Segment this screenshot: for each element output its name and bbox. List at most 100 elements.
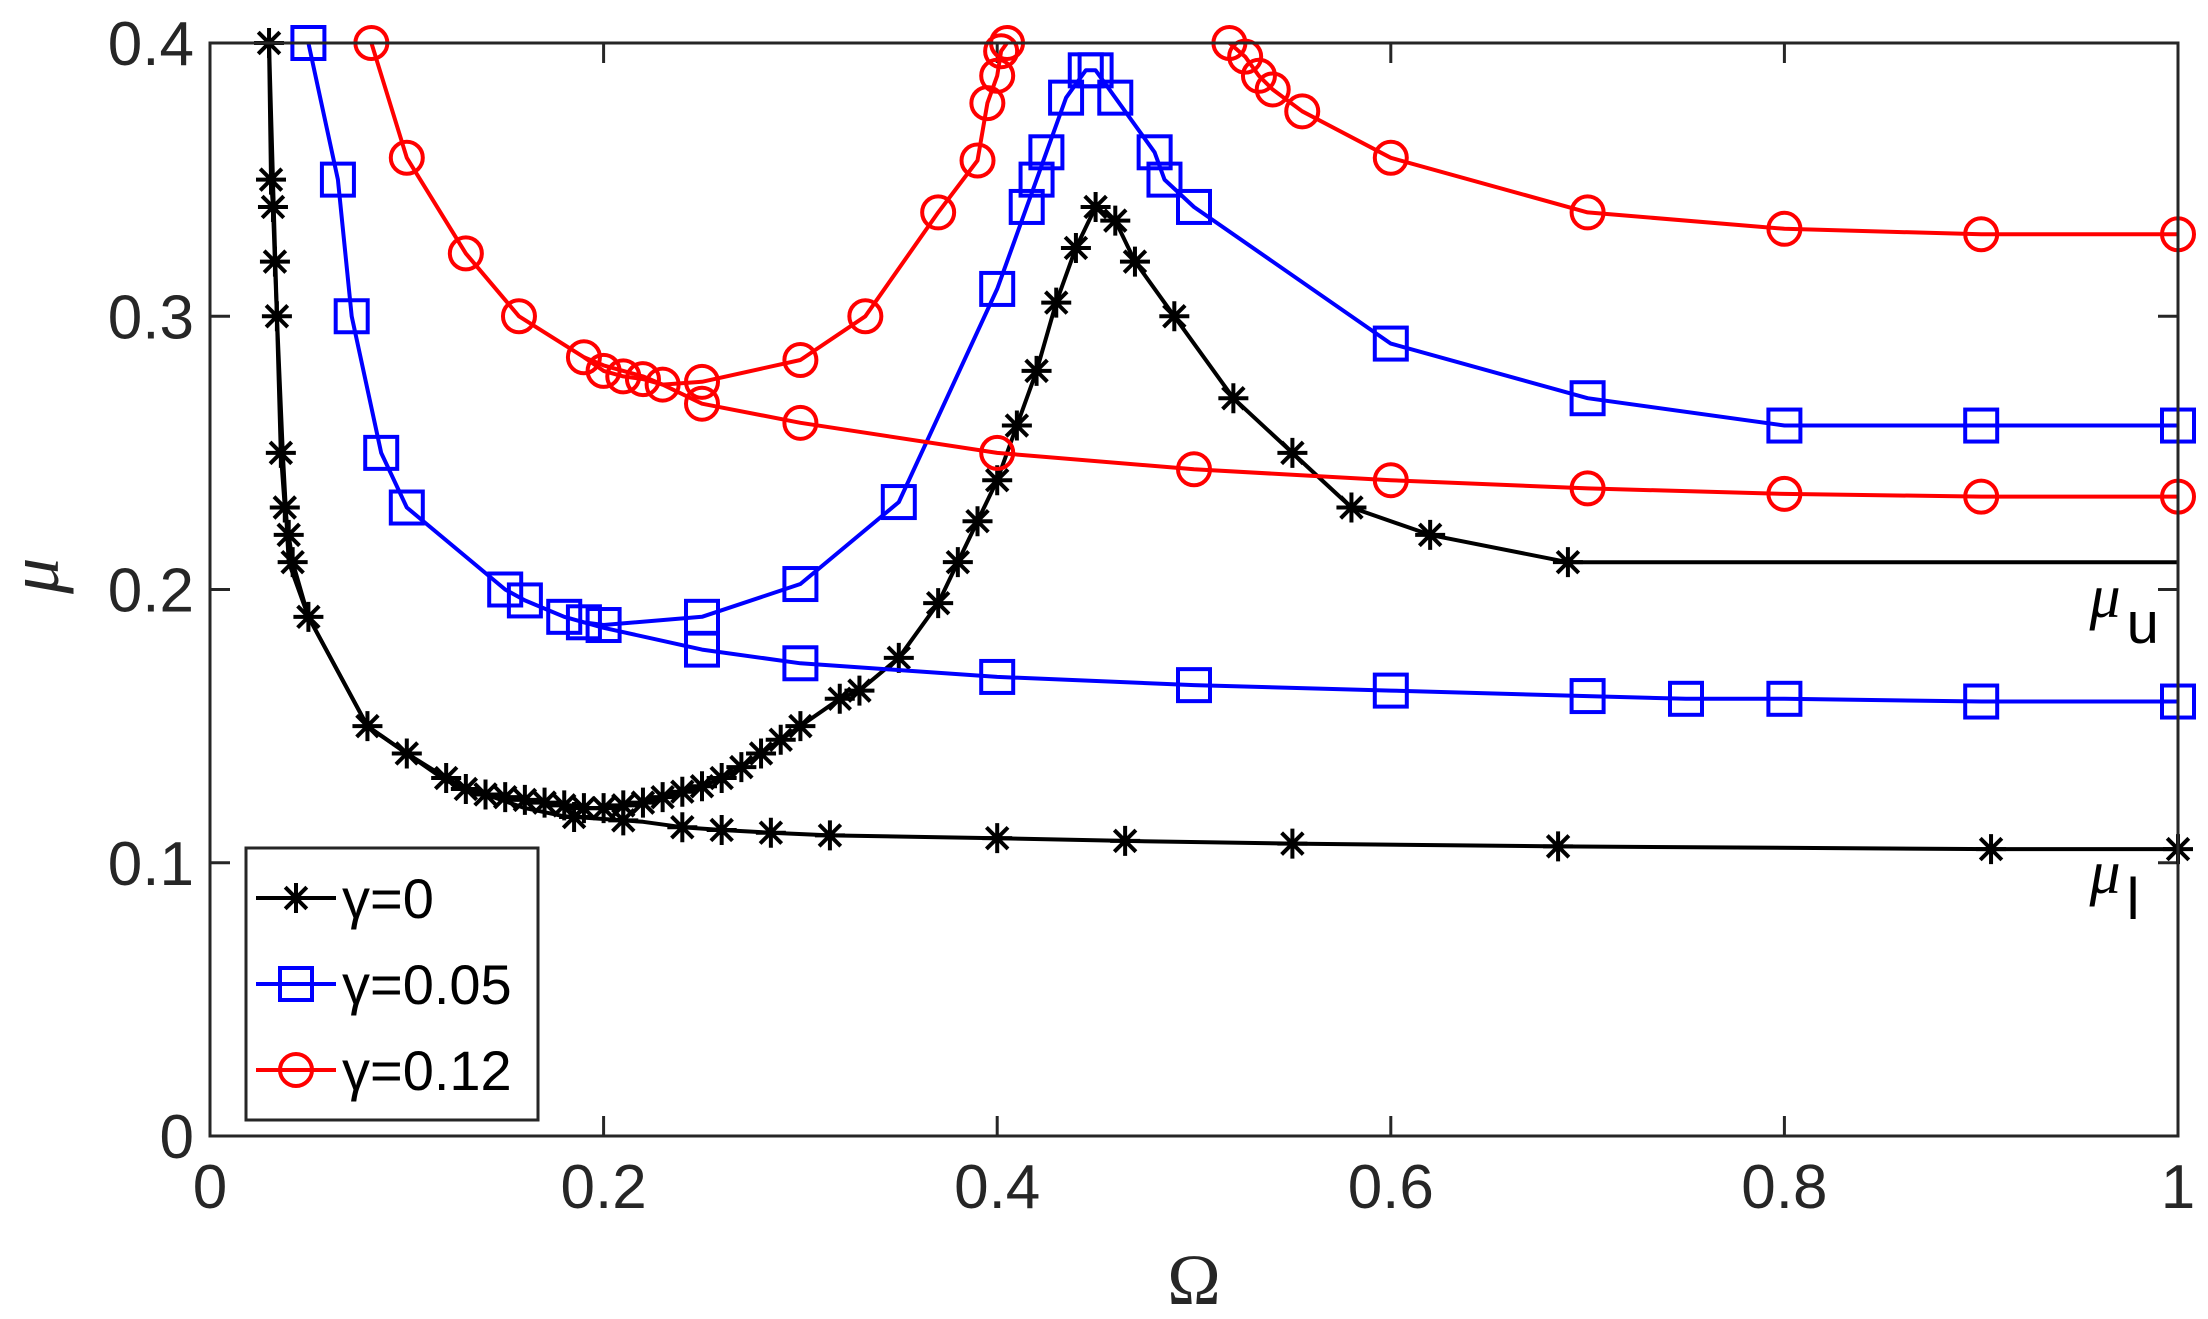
star-marker (765, 724, 796, 755)
square-marker (1176, 667, 1212, 704)
star-marker (982, 465, 1013, 496)
legend-entry: γ=0 (256, 867, 434, 930)
series-square (290, 25, 2196, 720)
series-line (583, 355, 2178, 499)
square-marker (1018, 161, 1055, 198)
star-marker (942, 547, 973, 578)
star-marker (1543, 831, 1574, 862)
legend-label: γ=0.05 (342, 953, 512, 1016)
star-marker (588, 793, 619, 824)
circle-marker (959, 142, 996, 179)
square-marker (1668, 680, 1704, 717)
star-marker (824, 683, 855, 714)
star-marker (1415, 519, 1446, 550)
star-marker (706, 814, 737, 845)
circle-marker (1963, 478, 2000, 515)
circle-marker (979, 434, 1016, 471)
star-marker (1001, 410, 1032, 441)
square-marker (363, 434, 400, 471)
series-line (267, 42, 2178, 852)
y-axis-label: μ (0, 558, 74, 595)
y-tick-label: 0.3 (108, 283, 194, 352)
circle-marker (1254, 71, 1291, 108)
square-marker (1963, 683, 2000, 720)
star-marker (431, 763, 462, 794)
square-marker (546, 598, 583, 635)
star-marker (726, 752, 757, 783)
square-marker (388, 489, 425, 526)
x-tick-label: 0.4 (954, 1153, 1040, 1222)
star-marker (706, 763, 737, 794)
star-marker (1100, 205, 1131, 236)
y-tick-label: 0.4 (108, 10, 194, 79)
star-marker (667, 812, 698, 843)
square-marker (782, 566, 819, 603)
x-tick-label: 0.8 (1741, 1153, 1827, 1222)
circle-marker (500, 298, 537, 335)
square-marker (333, 298, 370, 335)
x-tick-label: 0 (193, 1153, 227, 1222)
circle-marker (278, 1052, 314, 1088)
square-marker (487, 571, 524, 608)
circle-marker (624, 361, 661, 398)
square-marker (1963, 407, 2000, 444)
star-marker (1277, 828, 1308, 859)
annotation-subscript: l (2127, 867, 2140, 932)
series-layer (254, 25, 2196, 865)
square-marker (1077, 52, 1114, 89)
y-tick-label: 0.2 (108, 557, 194, 626)
square-marker (979, 658, 1016, 695)
square-marker (1136, 134, 1173, 171)
star-marker (608, 790, 639, 821)
star-marker (608, 805, 639, 836)
star-marker (883, 642, 914, 673)
square-marker (782, 645, 819, 682)
circle-marker (684, 385, 720, 422)
circle-marker (1240, 57, 1277, 94)
plot-frame (208, 41, 2180, 1138)
legend-entry: γ=0.05 (256, 953, 512, 1016)
y-tick-label: 0.1 (108, 830, 194, 899)
star-marker (844, 675, 875, 706)
series-line (1228, 41, 2178, 237)
circle-marker (1766, 475, 1803, 512)
star-marker (1976, 834, 2007, 865)
circle-marker (644, 366, 681, 403)
square-marker (506, 582, 543, 619)
circle-marker (847, 298, 884, 335)
square-marker (979, 270, 1016, 307)
star-marker (627, 787, 658, 818)
series-line (306, 42, 2178, 627)
star-marker (1110, 825, 1141, 856)
legend-label: γ=0.12 (342, 1039, 512, 1102)
star-marker (1277, 437, 1308, 468)
circle-marker (1372, 462, 1409, 499)
star-marker (982, 823, 1013, 854)
series-circle (353, 25, 2196, 515)
star-marker (746, 738, 777, 769)
star-marker (1119, 246, 1150, 277)
star-marker (923, 588, 954, 619)
star-marker (647, 782, 678, 813)
circle-marker (1569, 194, 1606, 231)
square-marker (1028, 134, 1065, 171)
tick-labels: 0 0.2 0.4 0.6 0.8 1 0 0.1 0.2 0.3 0.4 (108, 10, 2195, 1222)
x-tick-label: 0.2 (560, 1153, 646, 1222)
legend-entry: γ=0.12 (256, 1039, 512, 1102)
star-marker (962, 506, 993, 537)
square-marker (880, 484, 917, 521)
y-tick-label: 0 (160, 1103, 194, 1172)
square-marker (1097, 79, 1134, 116)
star-marker (1218, 383, 1249, 414)
circle-marker (1766, 210, 1803, 247)
square-marker (1569, 678, 1606, 715)
star-marker (1060, 232, 1091, 263)
x-tick-label: 1 (2161, 1153, 2195, 1222)
star-marker (529, 787, 560, 818)
square-marker (565, 604, 602, 641)
square-marker (1176, 188, 1212, 225)
square-marker (1766, 407, 1803, 444)
legend-label: γ=0 (342, 867, 434, 930)
star-marker (559, 801, 590, 832)
